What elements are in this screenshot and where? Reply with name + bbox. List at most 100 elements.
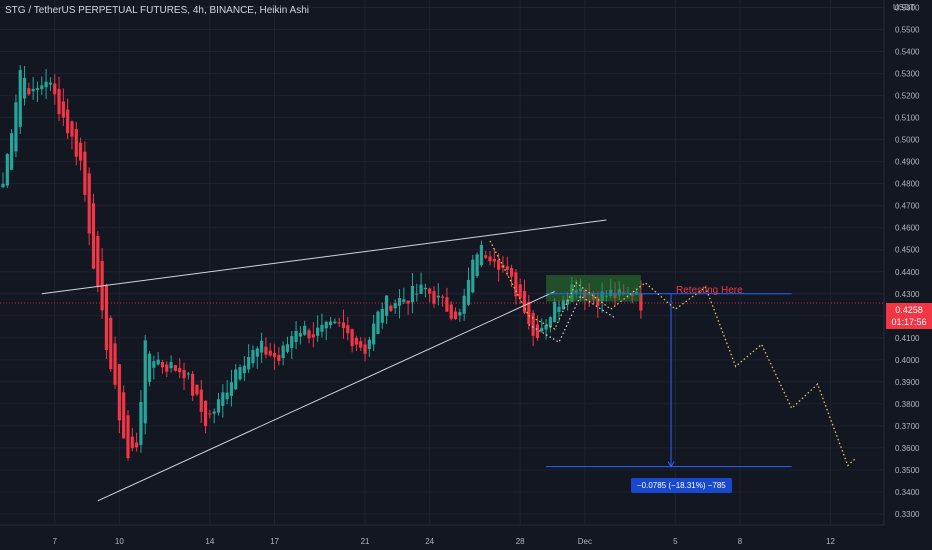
time-tick-label: Dec bbox=[578, 537, 592, 546]
candle-body bbox=[307, 330, 311, 339]
candle-body bbox=[432, 291, 436, 304]
candle-body bbox=[522, 290, 527, 313]
time-tick-label: 10 bbox=[115, 537, 124, 546]
retest-label: Retesting Here bbox=[676, 285, 743, 296]
candle-body bbox=[113, 343, 117, 385]
price-tick-label: 0.5400 bbox=[895, 48, 920, 57]
current-price-value: 0.4258 bbox=[895, 305, 923, 315]
candle-body bbox=[277, 355, 281, 361]
drawing-layer[interactable] bbox=[0, 219, 884, 502]
candle-body bbox=[397, 297, 402, 306]
candle-body bbox=[488, 256, 492, 262]
candle-body bbox=[341, 322, 346, 329]
candle-body bbox=[221, 392, 225, 406]
candle-body bbox=[354, 337, 359, 345]
candle-body bbox=[195, 384, 199, 395]
candle-body bbox=[14, 102, 18, 152]
wedge-lower-line[interactable] bbox=[97, 291, 555, 502]
price-tick-label: 0.5500 bbox=[895, 26, 920, 35]
candle-body bbox=[453, 311, 458, 320]
candle-body bbox=[165, 364, 169, 372]
candle-body bbox=[423, 287, 427, 290]
candle-body bbox=[18, 70, 22, 127]
time-axis[interactable]: 7 10 14 17 21 24 28 Dec 5 8 12 bbox=[0, 524, 884, 546]
candle-body bbox=[359, 341, 363, 348]
candle-body bbox=[458, 312, 462, 316]
candle-body bbox=[531, 312, 535, 336]
candle-body bbox=[428, 288, 432, 294]
candle-body bbox=[320, 324, 324, 332]
candle-body bbox=[419, 284, 423, 294]
candle-body bbox=[316, 327, 320, 336]
candle-body bbox=[216, 399, 221, 413]
candle-body bbox=[147, 353, 152, 382]
price-tick-label: 0.4400 bbox=[895, 268, 920, 277]
candle-body bbox=[152, 361, 156, 368]
candle-body bbox=[156, 359, 160, 365]
candle-body bbox=[505, 266, 509, 270]
candle-body bbox=[471, 259, 475, 293]
measure-label: −0.0785 (−18.31%) −785 bbox=[631, 478, 732, 493]
candle-body bbox=[122, 392, 126, 439]
candle-body bbox=[285, 344, 290, 352]
candle-body bbox=[518, 284, 522, 298]
candle-body bbox=[376, 311, 380, 334]
candle-body bbox=[436, 295, 440, 298]
candle-body bbox=[415, 293, 419, 295]
candle-body bbox=[509, 268, 514, 277]
wedge-upper-line[interactable] bbox=[41, 219, 607, 295]
price-tick-label: 0.4100 bbox=[895, 334, 920, 343]
candle-body bbox=[311, 334, 315, 338]
projection-path[interactable] bbox=[489, 240, 857, 467]
projection-path-secondary[interactable] bbox=[528, 295, 616, 344]
candle-body bbox=[178, 367, 182, 373]
price-tick-label: 0.4600 bbox=[895, 224, 920, 233]
candle-body bbox=[367, 339, 371, 350]
candle-body bbox=[247, 356, 251, 370]
candle-body bbox=[410, 286, 415, 303]
candle-body bbox=[44, 81, 48, 88]
candle-body bbox=[10, 133, 14, 170]
candle-body bbox=[337, 322, 341, 324]
candle-body bbox=[251, 350, 255, 364]
candle-body bbox=[441, 296, 445, 298]
candle-body bbox=[402, 299, 406, 302]
candle-body bbox=[393, 303, 397, 309]
candle-body bbox=[160, 362, 165, 368]
time-tick-label: 5 bbox=[673, 537, 678, 546]
candle-body bbox=[479, 245, 484, 266]
candle-body bbox=[225, 392, 229, 400]
retest-zone[interactable] bbox=[546, 275, 641, 302]
candle-body bbox=[363, 344, 367, 354]
price-tick-label: 0.3500 bbox=[895, 466, 920, 475]
time-tick-label: 17 bbox=[270, 537, 279, 546]
candle-body bbox=[350, 329, 354, 347]
candle-body bbox=[139, 401, 143, 445]
candle-body bbox=[199, 389, 203, 412]
candle-body bbox=[380, 308, 384, 323]
measure-arrow-head bbox=[667, 461, 675, 468]
candle-body bbox=[389, 305, 393, 311]
candle-body bbox=[57, 88, 61, 115]
candle-body bbox=[130, 436, 134, 449]
candle-body bbox=[566, 298, 570, 305]
price-tick-label: 0.3600 bbox=[895, 444, 920, 453]
price-axis[interactable]: USDT 0.3300 0.3400 0.3500 0.3600 0.3700 0.3800… bbox=[883, 0, 932, 550]
candle-body bbox=[527, 301, 531, 325]
candle-body bbox=[135, 442, 139, 448]
candle-body bbox=[324, 321, 328, 329]
candle-body bbox=[70, 121, 74, 137]
candle-body bbox=[290, 336, 294, 349]
candle-body bbox=[53, 83, 57, 95]
candle-body bbox=[234, 369, 238, 390]
candle-body bbox=[40, 85, 44, 90]
candle-body bbox=[96, 236, 100, 287]
candle-body bbox=[191, 373, 195, 396]
candle-body bbox=[87, 173, 91, 234]
price-tick-label: 0.5600 bbox=[895, 4, 920, 13]
candle-body bbox=[1, 183, 5, 188]
price-tick-label: 0.4700 bbox=[895, 202, 920, 211]
candle-body bbox=[27, 88, 31, 95]
candle-body bbox=[540, 327, 544, 332]
